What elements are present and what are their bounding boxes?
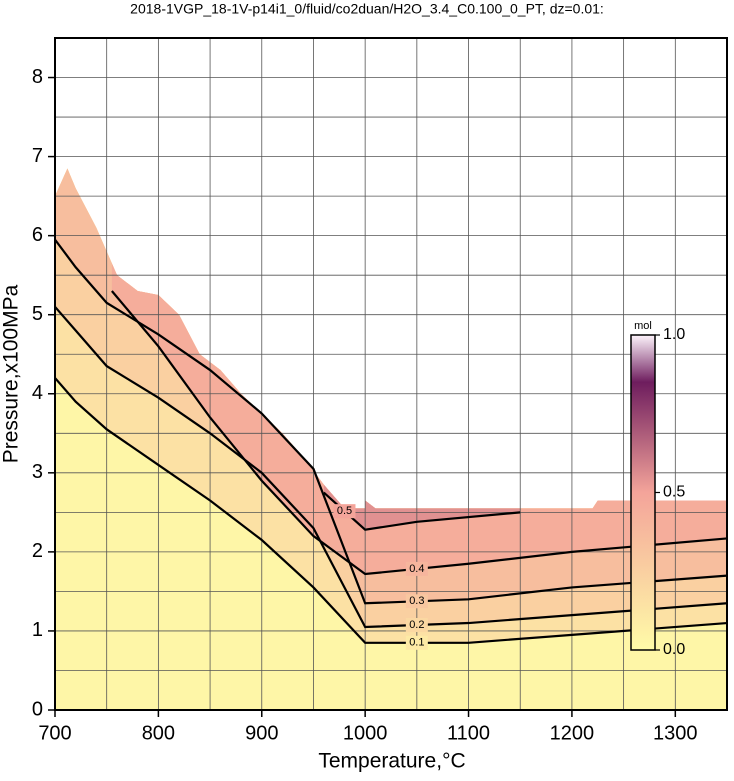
colorbar-tick-label: 0.5 [663, 484, 685, 501]
y-tick-label: 8 [32, 66, 43, 88]
y-tick-label: 4 [32, 382, 43, 404]
y-tick-label: 7 [32, 145, 43, 167]
contour-label-bg [405, 635, 428, 650]
contour-line [111, 290, 728, 576]
y-tick-label: 6 [32, 224, 43, 246]
contour-line [54, 377, 728, 644]
y-tick-label: 5 [32, 303, 43, 325]
contour-line [54, 238, 728, 605]
contour-label-bg [405, 561, 428, 576]
y-tick-label: 3 [32, 461, 43, 483]
x-tick-label: 900 [245, 722, 278, 744]
x-tick-label: 800 [142, 722, 175, 744]
colorbar-title: mol [634, 320, 652, 332]
x-tick-label: 1200 [550, 722, 595, 744]
x-tick-label: 700 [38, 722, 71, 744]
colorbar-tick-label: 0.0 [663, 641, 685, 658]
x-axis-label: Temperature,°C [318, 750, 465, 773]
y-tick-label: 0 [32, 698, 43, 720]
contour-label-bg [333, 504, 356, 519]
contour-label: 0.5 [337, 505, 352, 517]
contour-band [323, 168, 521, 530]
y-axis-label: Pressure,x100MPa [0, 284, 23, 463]
contour-label-bg [405, 618, 428, 633]
colorbar [630, 334, 656, 651]
x-tick-label: 1000 [343, 722, 388, 744]
contour-label: 0.4 [409, 563, 424, 575]
chart-title: 2018-1VGP_18-1V-p14i1_0/fluid/co2duan/H2… [130, 1, 604, 17]
contour-label: 0.3 [409, 595, 424, 607]
colorbar-tick-label: 1.0 [663, 326, 685, 343]
y-tick-label: 1 [32, 619, 43, 641]
contour-label-bg [405, 594, 428, 609]
x-tick-label: 1100 [447, 722, 490, 744]
contour-label: 0.2 [409, 619, 424, 631]
contour-label: 0.1 [409, 637, 424, 649]
y-tick-label: 2 [32, 540, 43, 562]
x-tick-label: 1300 [653, 722, 698, 744]
contour-line [54, 306, 728, 629]
plot-frame [54, 37, 728, 711]
